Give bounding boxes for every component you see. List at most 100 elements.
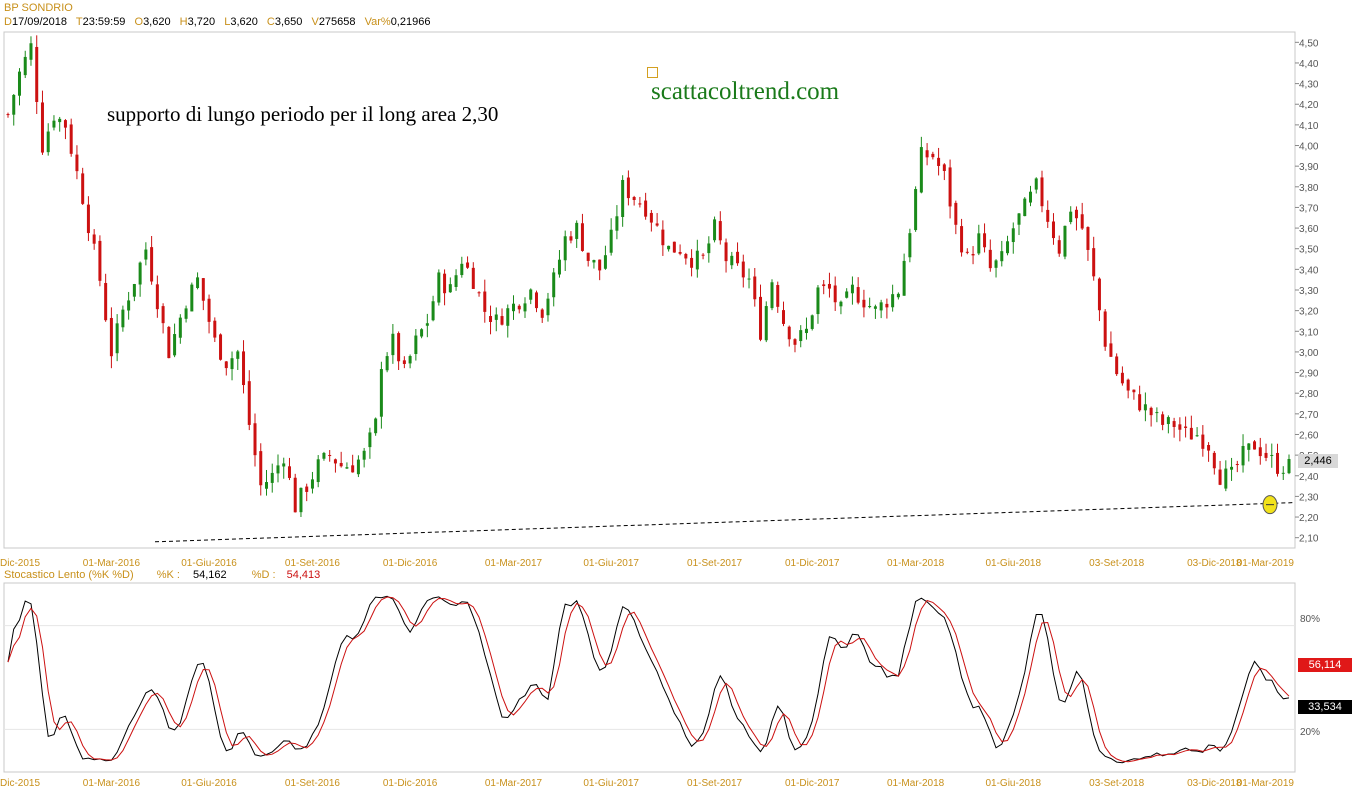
candle-body	[931, 153, 935, 158]
candle-body	[1281, 472, 1285, 474]
candle-body	[1247, 443, 1251, 450]
date-tick-label: 01-Giu-2017	[583, 558, 639, 569]
candle-body	[1184, 426, 1188, 428]
candle-body	[747, 278, 751, 280]
candle-body	[1080, 214, 1084, 229]
candle-body	[316, 459, 320, 483]
candle-body	[1120, 372, 1124, 384]
candle-body	[196, 277, 200, 289]
candle-body	[305, 486, 309, 492]
candle-body	[379, 369, 383, 417]
price-tick-label: 3,20	[1299, 307, 1319, 318]
candle-body	[259, 451, 263, 486]
candle-body	[965, 251, 969, 253]
stoch-date-tick-label: 01-Dic-2017	[785, 778, 840, 789]
price-tick-label: 4,40	[1299, 59, 1319, 70]
candle-body	[713, 219, 717, 241]
candle-body	[718, 221, 722, 241]
candle-body	[219, 334, 223, 360]
price-tick-label: 3,70	[1299, 203, 1319, 214]
candle-body	[1264, 452, 1268, 458]
candle-body	[621, 179, 625, 217]
candle-body	[1092, 248, 1096, 277]
candle-body	[615, 216, 619, 231]
stoch-date-tick-label: 01-Mar-2019	[1237, 778, 1295, 789]
candle-body	[799, 330, 803, 342]
stoch-d-line	[7, 596, 1290, 763]
candle-body	[948, 167, 952, 207]
time-label: T	[75, 16, 83, 28]
ohlc-readout: D17/09/2018 T23:59:59 O3,620 H3,720 L3,6…	[4, 16, 436, 28]
candle-body	[368, 432, 372, 448]
price-tick-label: 3,90	[1299, 162, 1319, 173]
candle-body	[609, 229, 613, 253]
candle-body	[173, 334, 177, 356]
candle-body	[759, 296, 763, 340]
annotation-text: supporto di lungo periodo per il long ar…	[107, 102, 499, 126]
candle-body	[63, 120, 67, 128]
price-tick-label: 4,00	[1299, 142, 1319, 153]
date-label: D	[4, 16, 12, 28]
low-label: L	[224, 16, 231, 28]
stochastic-panel	[4, 595, 1295, 764]
candle-body	[86, 204, 90, 234]
candle-body	[730, 255, 734, 266]
stoch-date-tick-label: 01-Set-2017	[687, 778, 742, 789]
price-tick-label: 2,20	[1299, 513, 1319, 524]
date-tick-label: 01-Giu-2016	[181, 558, 237, 569]
price-tick-label: 2,80	[1299, 389, 1319, 400]
k-value: 54,162	[192, 569, 227, 581]
candle-body	[1138, 394, 1142, 411]
candle-body	[644, 200, 648, 217]
candle-body	[1109, 343, 1113, 357]
volume-label: V	[311, 16, 319, 28]
candle-body	[1166, 417, 1170, 425]
candle-body	[1132, 389, 1136, 393]
candle-body	[471, 267, 475, 289]
candle-body	[603, 255, 607, 269]
candle-body	[971, 253, 975, 256]
candle-body	[253, 423, 257, 456]
candle-body	[224, 361, 228, 369]
candle-body	[638, 203, 642, 205]
instrument-title: BP SONDRIO	[4, 2, 73, 14]
candle-body	[546, 298, 550, 316]
date-tick-label: 01-Mar-2017	[485, 558, 543, 569]
candle-body	[667, 245, 671, 250]
candle-body	[770, 282, 774, 309]
stoch-badge-top: 56,114	[1298, 658, 1352, 672]
d-value: 54,413	[286, 569, 321, 581]
date-tick-label: 01-Dic-2017	[785, 558, 840, 569]
price-tick-label: 3,60	[1299, 224, 1319, 235]
stoch-date-tick-label: 01-Dic-2016	[383, 778, 438, 789]
candle-body	[1103, 311, 1107, 347]
candle-body	[776, 285, 780, 307]
price-tick-label: 2,90	[1299, 369, 1319, 380]
candle-body	[1115, 356, 1119, 375]
candle-body	[512, 303, 516, 312]
candle-body	[632, 197, 636, 200]
candle-body	[1051, 221, 1055, 239]
candle-body	[540, 309, 544, 318]
candle-body	[408, 356, 412, 364]
candle-body	[781, 310, 785, 324]
candle-body	[678, 251, 682, 254]
candle-body	[1011, 228, 1015, 243]
candle-body	[466, 262, 470, 268]
date-tick-label: Dic-2015	[0, 558, 40, 569]
stoch-date-tick-label: 03-Set-2018	[1089, 778, 1144, 789]
candle-body	[862, 299, 866, 308]
candle-body	[885, 303, 889, 308]
high-label: H	[179, 16, 188, 28]
candle-body	[793, 339, 797, 345]
time-value: 23:59:59	[82, 16, 126, 28]
candle-body	[873, 306, 877, 309]
price-tick-label: 2,40	[1299, 472, 1319, 483]
chart-grid	[3, 31, 1296, 773]
close-label: C	[266, 16, 275, 28]
candle-body	[270, 472, 274, 483]
candle-body	[385, 356, 389, 371]
support-dashed-line	[154, 502, 1296, 543]
candle-body	[92, 234, 96, 244]
